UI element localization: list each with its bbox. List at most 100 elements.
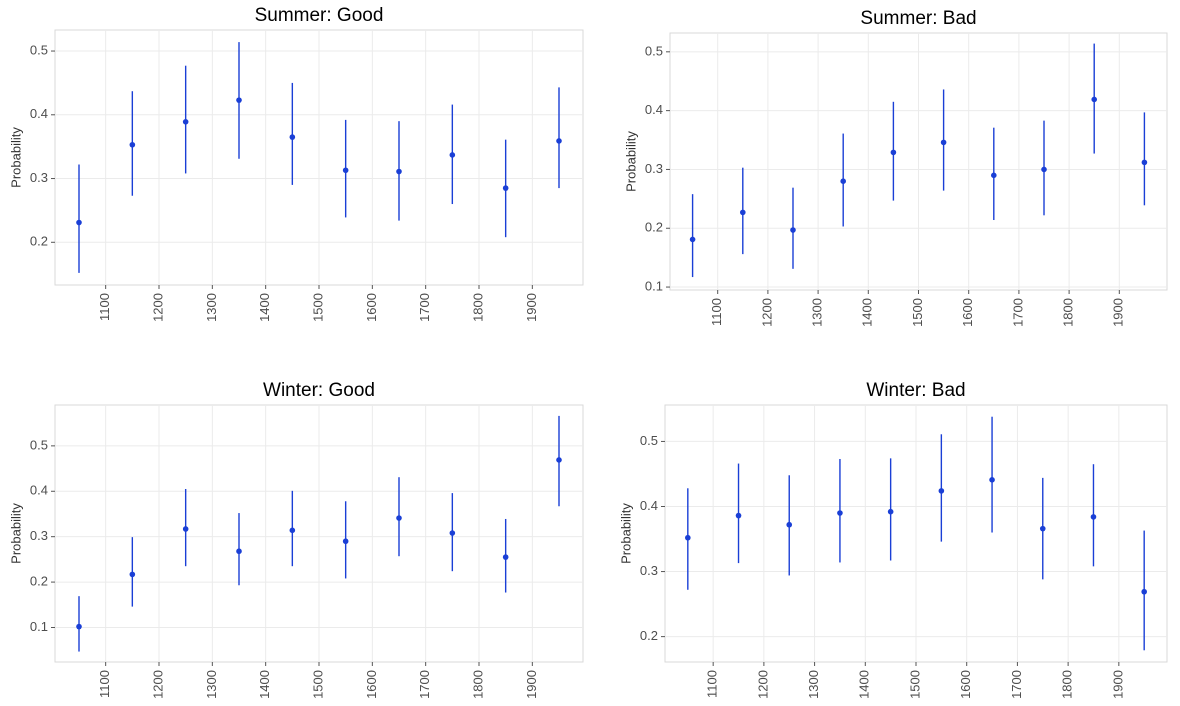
y-tick-label: 0.2 [30, 574, 48, 589]
point [182, 526, 189, 532]
point [502, 185, 509, 191]
x-tick-label: 1500 [310, 670, 325, 699]
x-tick-label: 1300 [806, 670, 821, 699]
y-axis-label: Probability [8, 503, 23, 564]
point [938, 488, 945, 494]
point [786, 521, 793, 528]
y-tick-label: 0.5 [30, 437, 48, 452]
point [449, 152, 456, 158]
y-tick-label: 0.4 [640, 498, 658, 513]
panel: 0.2 0.3 0.4 0.5 1100 1200 1300 1400 1500 1600 1700… [618, 380, 1168, 699]
x-tick-label: 1600 [960, 298, 975, 327]
x-tick-label: 1900 [1111, 298, 1126, 327]
panel-title: Winter: Good [263, 380, 375, 401]
point [1091, 96, 1098, 103]
x-tick-label: 1100 [97, 293, 112, 321]
point [1090, 514, 1097, 520]
y-tick-label: 0.3 [645, 161, 663, 176]
panel-title: Summer: Bad [860, 8, 976, 29]
y-tick-label: 0.1 [645, 278, 663, 293]
x-tick-label: 1800 [1060, 670, 1075, 699]
y-tick-label: 0.2 [30, 234, 48, 249]
point [1041, 166, 1047, 173]
panel: 0.2 0.3 0.4 0.5 1100 1200 1300 1400 1500 1600 1700… [8, 5, 584, 322]
x-tick-label: 1900 [524, 293, 539, 322]
point [129, 571, 136, 578]
point [502, 554, 509, 560]
x-tick-label: 1300 [810, 298, 825, 327]
x-tick-label: 1500 [310, 293, 325, 322]
point [76, 219, 82, 226]
x-tick-label: 1200 [755, 670, 770, 699]
y-tick-label: 0.1 [30, 619, 48, 634]
y-tick-label: 0.4 [30, 483, 48, 498]
x-tick-label: 1400 [860, 298, 875, 327]
x-tick-label: 1100 [705, 670, 720, 698]
y-tick-label: 0.3 [30, 170, 48, 185]
point [739, 209, 746, 216]
x-tick-label: 1700 [1009, 670, 1024, 699]
point [449, 530, 456, 536]
point [289, 134, 296, 140]
y-tick-label: 0.2 [640, 628, 658, 643]
x-tick-label: 1200 [150, 670, 165, 699]
y-tick-label: 0.3 [640, 563, 658, 578]
point [129, 141, 136, 148]
y-tick-label: 0.4 [645, 102, 663, 117]
x-tick-label: 1100 [709, 298, 724, 326]
point [236, 548, 242, 555]
x-tick-label: 1700 [417, 293, 432, 322]
x-tick-label: 1200 [150, 293, 165, 322]
x-tick-label: 1800 [1061, 298, 1076, 327]
x-tick-label: 1400 [857, 670, 872, 699]
point [989, 477, 995, 483]
y-axis-label: Probability [623, 131, 638, 192]
point [689, 236, 696, 243]
point [735, 512, 742, 519]
y-axis-label: Probability [618, 503, 633, 564]
point [1141, 159, 1148, 166]
panel-title: Summer: Good [255, 5, 384, 26]
x-tick-label: 1700 [417, 670, 432, 699]
point [556, 138, 562, 144]
point [890, 149, 897, 156]
y-axis-label: Probability [8, 127, 23, 188]
point [685, 534, 691, 541]
x-tick-label: 1400 [257, 293, 272, 322]
x-tick-label: 1500 [910, 298, 925, 327]
panel: 0.1 0.2 0.3 0.4 0.5 1100 1200 1300 1400 1500 1600 1… [623, 8, 1168, 327]
x-tick-label: 1300 [204, 670, 219, 699]
x-tick-label: 1900 [524, 670, 539, 699]
point [396, 168, 402, 175]
panel-title: Winter: Bad [866, 380, 965, 401]
point [289, 527, 296, 534]
point [991, 172, 997, 179]
x-tick-label: 1600 [364, 293, 379, 322]
point [790, 227, 796, 233]
panel: 0.1 0.2 0.3 0.4 0.5 1100 1200 1300 1400 1500 1600 1… [8, 380, 584, 699]
x-tick-label: 1800 [470, 670, 485, 699]
point [342, 538, 349, 545]
y-tick-label: 0.5 [30, 42, 48, 57]
point [940, 139, 947, 146]
point [1039, 525, 1046, 532]
point [837, 510, 843, 516]
point [396, 515, 402, 521]
point [236, 97, 242, 103]
x-tick-label: 1400 [257, 670, 272, 699]
x-tick-label: 1600 [958, 670, 973, 699]
x-tick-label: 1700 [1010, 298, 1025, 327]
x-tick-label: 1500 [907, 670, 922, 699]
x-tick-label: 1300 [204, 293, 219, 322]
point [76, 623, 82, 630]
x-tick-label: 1800 [470, 293, 485, 322]
point [840, 178, 846, 185]
y-tick-label: 0.3 [30, 528, 48, 543]
point [342, 167, 349, 174]
point [1141, 588, 1147, 595]
y-tick-label: 0.2 [645, 220, 663, 235]
point [556, 457, 562, 463]
point [887, 508, 894, 515]
x-tick-label: 1900 [1110, 670, 1125, 699]
